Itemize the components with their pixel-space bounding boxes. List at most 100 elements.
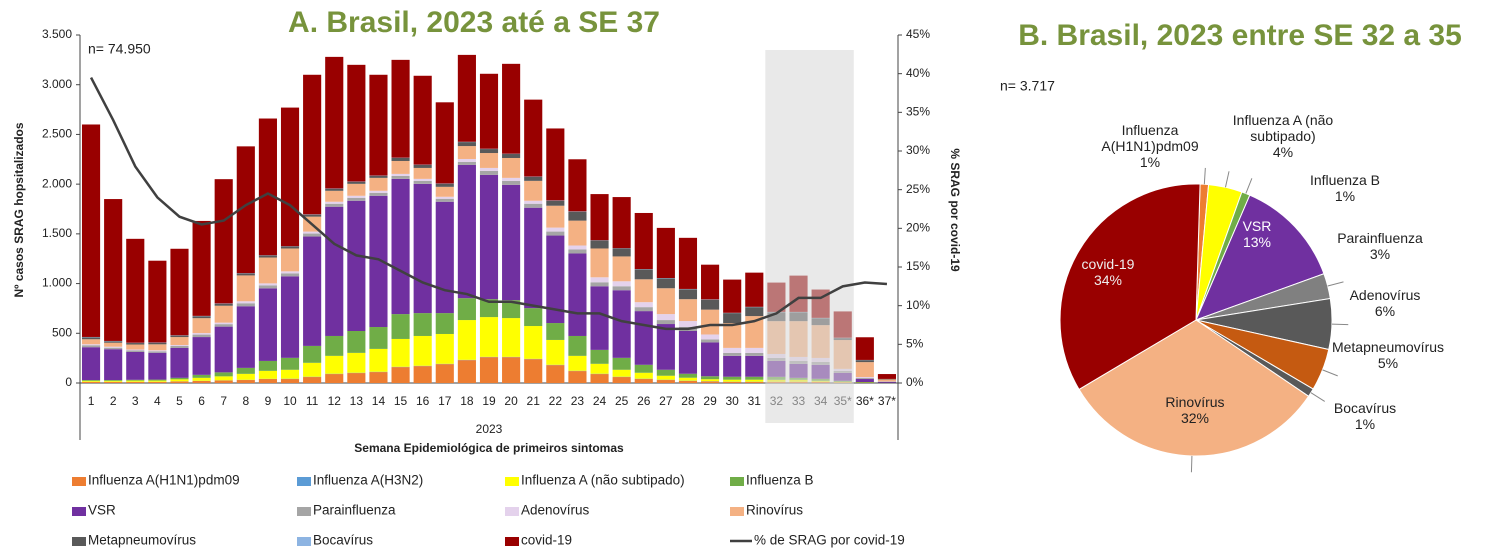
bar-segment <box>280 379 300 383</box>
legend-label: VSR <box>88 503 116 518</box>
annotation: n= 74.950 <box>88 41 151 57</box>
bar-segment <box>104 341 123 343</box>
bar-segment <box>701 379 720 382</box>
bar-segment <box>126 350 145 352</box>
bar-segment <box>369 74 388 176</box>
bar-segment <box>170 381 189 383</box>
bar-segment <box>148 260 167 343</box>
x-tick-label: 24 <box>593 394 607 408</box>
bar-segment <box>568 249 587 254</box>
pie-label: VSR 13% <box>1192 218 1322 250</box>
legend-marker <box>297 477 311 486</box>
bar-segment <box>148 351 167 353</box>
x-tick-label: 7 <box>220 394 227 408</box>
bar-segment <box>236 306 255 368</box>
bar-segment <box>479 299 499 318</box>
chart-title: B. Brasil, 2023 entre SE 32 a 35 <box>1018 19 1462 52</box>
bar-segment <box>457 320 476 360</box>
bar-segment <box>546 231 565 236</box>
bar-segment <box>236 273 255 276</box>
bar-segment <box>568 335 587 356</box>
pie-label-value: 32% <box>1180 410 1210 426</box>
bar-segment <box>612 197 631 249</box>
bar-segment <box>413 313 432 336</box>
x-tick-label: 22 <box>549 394 563 408</box>
y2-tick-label: 35% <box>906 105 930 119</box>
x-tick-label: 29 <box>703 394 717 408</box>
bar-segment <box>258 370 277 379</box>
bar-segment <box>634 212 653 270</box>
bar-segment <box>568 355 587 371</box>
x-tick-label: 5 <box>176 394 183 408</box>
bar-segment <box>745 307 764 317</box>
bar-segment <box>701 376 720 380</box>
bar-segment <box>546 339 565 365</box>
bar-segment <box>701 264 720 300</box>
bar-segment <box>325 190 344 202</box>
bar-segment <box>303 362 322 377</box>
bar-segment <box>303 345 322 363</box>
bar-segment <box>634 269 653 280</box>
bar-segment <box>612 248 631 257</box>
bar-segment <box>192 337 211 375</box>
bar-segment <box>347 181 366 184</box>
bar-segment <box>391 338 410 367</box>
bar-segment <box>435 313 454 334</box>
legend-marker <box>297 537 311 546</box>
bar-segment <box>391 367 410 383</box>
bar-segment <box>590 277 609 283</box>
bar-segment <box>745 379 764 382</box>
bar-segment <box>148 382 167 383</box>
bar-segment <box>656 314 675 321</box>
bar-segment <box>391 178 410 315</box>
bar-segment <box>413 75 432 165</box>
legend-marker <box>72 507 86 516</box>
bar-segment <box>546 200 565 206</box>
bar-segment <box>568 159 587 212</box>
bar-segment <box>148 342 167 345</box>
bar-segment <box>192 381 211 383</box>
x-tick-label: 37* <box>878 394 896 408</box>
bar-segment <box>546 365 565 383</box>
bar-segment <box>435 201 454 314</box>
bar-segment <box>413 164 432 168</box>
bar-segment <box>258 118 277 256</box>
bar-segment <box>280 369 300 379</box>
bar-segment <box>81 380 101 382</box>
bar-segment <box>192 333 211 335</box>
bar-segment <box>236 380 255 383</box>
bar-segment <box>347 200 366 331</box>
bar-segment <box>104 380 123 381</box>
pie-slice <box>1195 194 1325 321</box>
x-axis-title: Semana Epidemiológica de primeiros sinto… <box>354 441 624 455</box>
x-tick-label: 1 <box>88 394 95 408</box>
bar-segment <box>590 374 609 383</box>
bar-segment <box>502 157 521 178</box>
x-tick-label: 25 <box>615 394 629 408</box>
bar-segment <box>479 167 499 171</box>
legend-label: Adenovírus <box>521 503 590 518</box>
bar-segment <box>369 372 388 383</box>
bar-segment <box>546 235 565 324</box>
bar-segment <box>678 289 698 300</box>
x-tick-label: 26 <box>637 394 651 408</box>
bar-segment <box>723 379 742 382</box>
bar-segment <box>236 367 255 374</box>
bar-segment <box>745 316 764 348</box>
bar-segment <box>104 380 123 382</box>
pie-label-value: 1% <box>1334 188 1356 204</box>
bar-segment <box>568 245 587 250</box>
x-tick-label: 21 <box>527 394 541 408</box>
bar-segment <box>104 342 123 347</box>
y2-tick-label: 40% <box>906 66 930 80</box>
pie-slice <box>1078 319 1310 457</box>
annotation: n= 3.717 <box>1000 78 1055 94</box>
bar-segment <box>524 180 543 201</box>
bar-segment <box>192 374 211 378</box>
bar-segment <box>192 334 211 338</box>
bar-segment <box>148 352 167 380</box>
bar-segment <box>347 183 366 196</box>
bar-segment <box>745 272 764 307</box>
bar-segment <box>502 300 521 319</box>
legend-label: Rinovírus <box>746 503 803 518</box>
